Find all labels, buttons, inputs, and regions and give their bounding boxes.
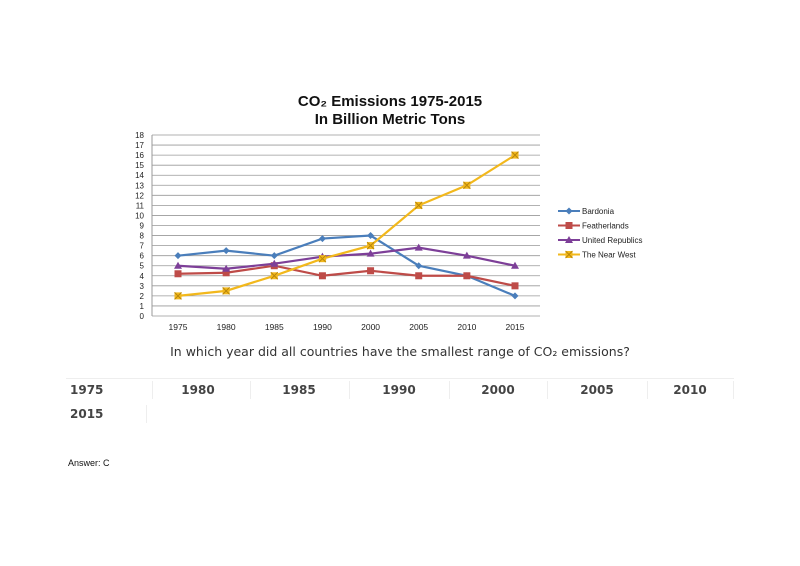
legend-marker <box>565 236 573 243</box>
data-point <box>222 264 231 272</box>
x-tick-label: 2000 <box>361 322 380 332</box>
y-tick-label: 10 <box>135 211 144 220</box>
y-tick-label: 2 <box>140 292 145 301</box>
y-tick-label: 0 <box>140 312 145 321</box>
data-point-cross <box>463 181 471 190</box>
data-point <box>511 282 519 290</box>
data-point-cross <box>414 201 423 210</box>
data-point <box>222 269 230 277</box>
option-1975[interactable]: 1975 <box>66 381 153 399</box>
y-tick-label: 9 <box>140 222 145 231</box>
data-point <box>367 267 375 275</box>
data-point <box>415 272 423 280</box>
data-point <box>174 252 182 260</box>
x-tick-label: 2005 <box>409 322 428 332</box>
data-point <box>366 249 375 257</box>
y-tick-label: 5 <box>140 262 145 271</box>
series-line-2 <box>177 246 516 270</box>
data-point-cross <box>511 151 519 159</box>
subtitle-line: In Billion Metric Tons <box>314 111 466 128</box>
data-point <box>222 247 230 255</box>
y-tick-label: 14 <box>135 171 144 180</box>
y-tick-label: 11 <box>136 201 145 210</box>
data-point <box>462 251 471 259</box>
x-tick-label: 2015 <box>506 322 525 332</box>
y-tick-label: 4 <box>140 272 145 281</box>
x-tick-label: 1985 <box>265 322 284 332</box>
y-tick-label: 12 <box>135 191 144 200</box>
x-tick-label: 1990 <box>313 322 332 332</box>
series-line-3 <box>177 154 516 297</box>
y-tick-label: 8 <box>140 232 145 241</box>
y-tick-label: 15 <box>135 161 144 170</box>
data-point <box>511 261 519 269</box>
y-tick-label: 16 <box>135 151 144 160</box>
data-point-cross <box>174 292 182 300</box>
data-point <box>174 270 182 278</box>
legend-label: The Near West <box>582 251 636 260</box>
data-point <box>367 232 375 240</box>
data-point-cross <box>318 254 327 263</box>
y-tick-label: 17 <box>135 141 144 150</box>
y-tick-label: 18 <box>135 131 144 140</box>
option-2010[interactable]: 2010 <box>647 381 734 399</box>
answer-options: 1975 1980 1985 1990 2000 2005 2010 2015 <box>66 378 734 423</box>
x-tick-label: 2010 <box>457 322 476 332</box>
y-tick-label: 6 <box>140 252 145 261</box>
option-1990[interactable]: 1990 <box>349 381 450 399</box>
legend-marker <box>565 207 573 215</box>
y-tick-label: 13 <box>135 181 144 190</box>
legend-label: United Republics <box>582 236 642 245</box>
data-point <box>415 262 423 270</box>
data-point <box>270 252 278 260</box>
data-point <box>174 261 182 269</box>
series-line-1 <box>177 264 516 287</box>
answer-text: Answer: C <box>68 458 110 468</box>
data-point <box>270 259 279 267</box>
option-2015[interactable]: 2015 <box>66 405 147 423</box>
data-point-cross <box>366 241 375 250</box>
legend-label: Featherlands <box>582 222 629 231</box>
data-point <box>414 243 423 251</box>
question-text: In which year did all countries have the… <box>170 344 630 359</box>
option-2000[interactable]: 2000 <box>449 381 548 399</box>
data-point <box>318 235 326 243</box>
option-1980[interactable]: 1980 <box>146 381 251 399</box>
chart-title: CO₂ Emissions 1975-2015 In Billion Metric… <box>240 93 540 129</box>
data-point <box>511 292 519 300</box>
legend-marker-cross <box>565 250 573 259</box>
option-1985[interactable]: 1985 <box>249 381 350 399</box>
legend-label: Bardonia <box>582 207 615 216</box>
title-line: CO₂ Emissions 1975-2015 <box>297 93 483 110</box>
x-tick-label: 1980 <box>217 322 236 332</box>
data-point <box>318 272 326 280</box>
data-point-cross <box>222 287 230 295</box>
option-2005[interactable]: 2005 <box>547 381 648 399</box>
y-tick-label: 1 <box>140 302 145 311</box>
y-tick-label: 3 <box>140 282 145 291</box>
y-tick-label: 7 <box>140 242 145 251</box>
data-point <box>463 272 471 280</box>
x-tick-label: 1975 <box>169 322 188 332</box>
legend-marker <box>565 222 573 229</box>
series-line-0 <box>177 234 516 297</box>
data-point-cross <box>270 271 279 280</box>
